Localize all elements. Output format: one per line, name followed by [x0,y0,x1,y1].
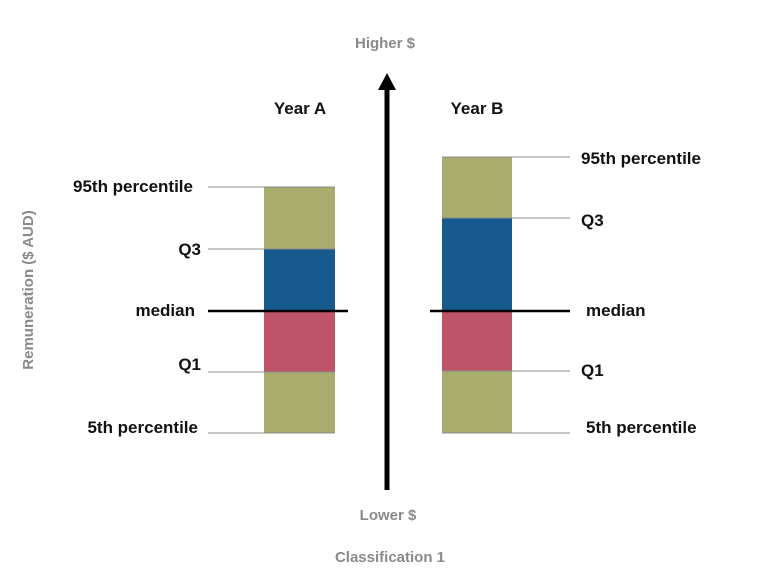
year-b-bottom-band [442,371,512,433]
arrow-head-icon [378,73,396,90]
year-a-p95-label: 95th percentile [73,177,193,196]
year-a-q1-label: Q1 [178,355,201,374]
year-b-p5-label: 5th percentile [586,418,697,437]
higher-label: Higher $ [355,35,416,52]
year-a-column: Year A 95th percentile Q3 median Q1 5th … [73,99,348,437]
year-b-q3-label: Q3 [581,211,604,230]
lower-label: Lower $ [360,507,417,524]
year-a-title: Year A [274,99,326,118]
year-b-title: Year B [451,99,504,118]
year-b-q1-label: Q1 [581,361,604,380]
year-a-p5-label: 5th percentile [87,418,198,437]
year-b-upper-quartile [442,218,512,311]
year-b-column: Year B 95th percentile Q3 median Q1 5th … [430,99,701,437]
year-b-top-band [442,157,512,218]
vertical-arrow [378,73,396,490]
year-a-q3-label: Q3 [178,240,201,259]
year-a-upper-quartile [264,249,335,311]
year-a-bottom-band [264,372,335,433]
y-axis-title: Remuneration ($ AUD) [20,210,37,369]
year-b-median-label: median [586,301,646,320]
year-b-p95-label: 95th percentile [581,149,701,168]
year-b-lower-quartile [442,311,512,371]
x-axis-title: Classification 1 [335,549,445,566]
year-a-top-band [264,187,335,249]
year-a-lower-quartile [264,311,335,372]
year-a-median-label: median [135,301,195,320]
